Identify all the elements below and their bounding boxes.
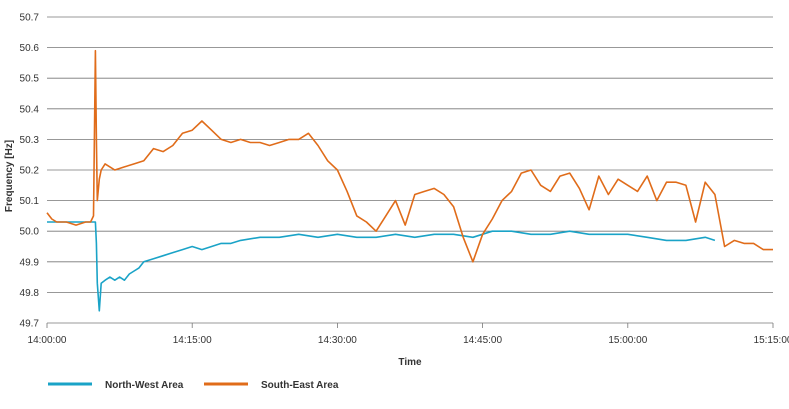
series-line-north-west bbox=[47, 221, 716, 312]
y-tick-label: 50.4 bbox=[20, 104, 40, 115]
y-axis-title: Frequency [Hz] bbox=[4, 140, 15, 212]
x-axis-title: Time bbox=[398, 357, 422, 368]
x-tick-label: 14:15:00 bbox=[173, 335, 212, 346]
x-tick-label: 14:45:00 bbox=[463, 335, 502, 346]
y-tick-label: 50.3 bbox=[20, 135, 40, 146]
legend: North-West Area South-East Area bbox=[48, 380, 339, 391]
y-tick-label: 50.6 bbox=[20, 43, 40, 54]
y-tick-label: 49.9 bbox=[20, 257, 40, 268]
y-tick-labels: 49.7 49.8 49.9 50.0 50.1 50.2 50.3 50.4 50.5 50.6… bbox=[20, 13, 40, 330]
series-lines bbox=[46, 49, 773, 312]
x-tick-label: 15:15:00 bbox=[754, 335, 789, 346]
x-tick-labels: 14:00:00 14:15:00 14:30:00 14:45:00 15:00:00… bbox=[28, 323, 789, 346]
legend-label: South-East Area bbox=[261, 380, 339, 391]
y-tick-label: 50.2 bbox=[20, 166, 40, 177]
y-tick-label: 50.5 bbox=[20, 74, 40, 85]
y-tick-label: 49.7 bbox=[20, 319, 40, 330]
y-tick-label: 50.0 bbox=[20, 227, 40, 238]
x-tick-label: 14:00:00 bbox=[28, 335, 67, 346]
x-tick-label: 15:00:00 bbox=[608, 335, 647, 346]
series-line-south-east bbox=[46, 49, 773, 263]
y-tick-label: 50.1 bbox=[20, 196, 40, 207]
y-tick-label: 49.8 bbox=[20, 288, 40, 299]
grid-lines bbox=[47, 16, 773, 324]
legend-label: North-West Area bbox=[105, 380, 184, 391]
y-tick-label: 50.7 bbox=[20, 13, 40, 24]
x-tick-label: 14:30:00 bbox=[318, 335, 357, 346]
